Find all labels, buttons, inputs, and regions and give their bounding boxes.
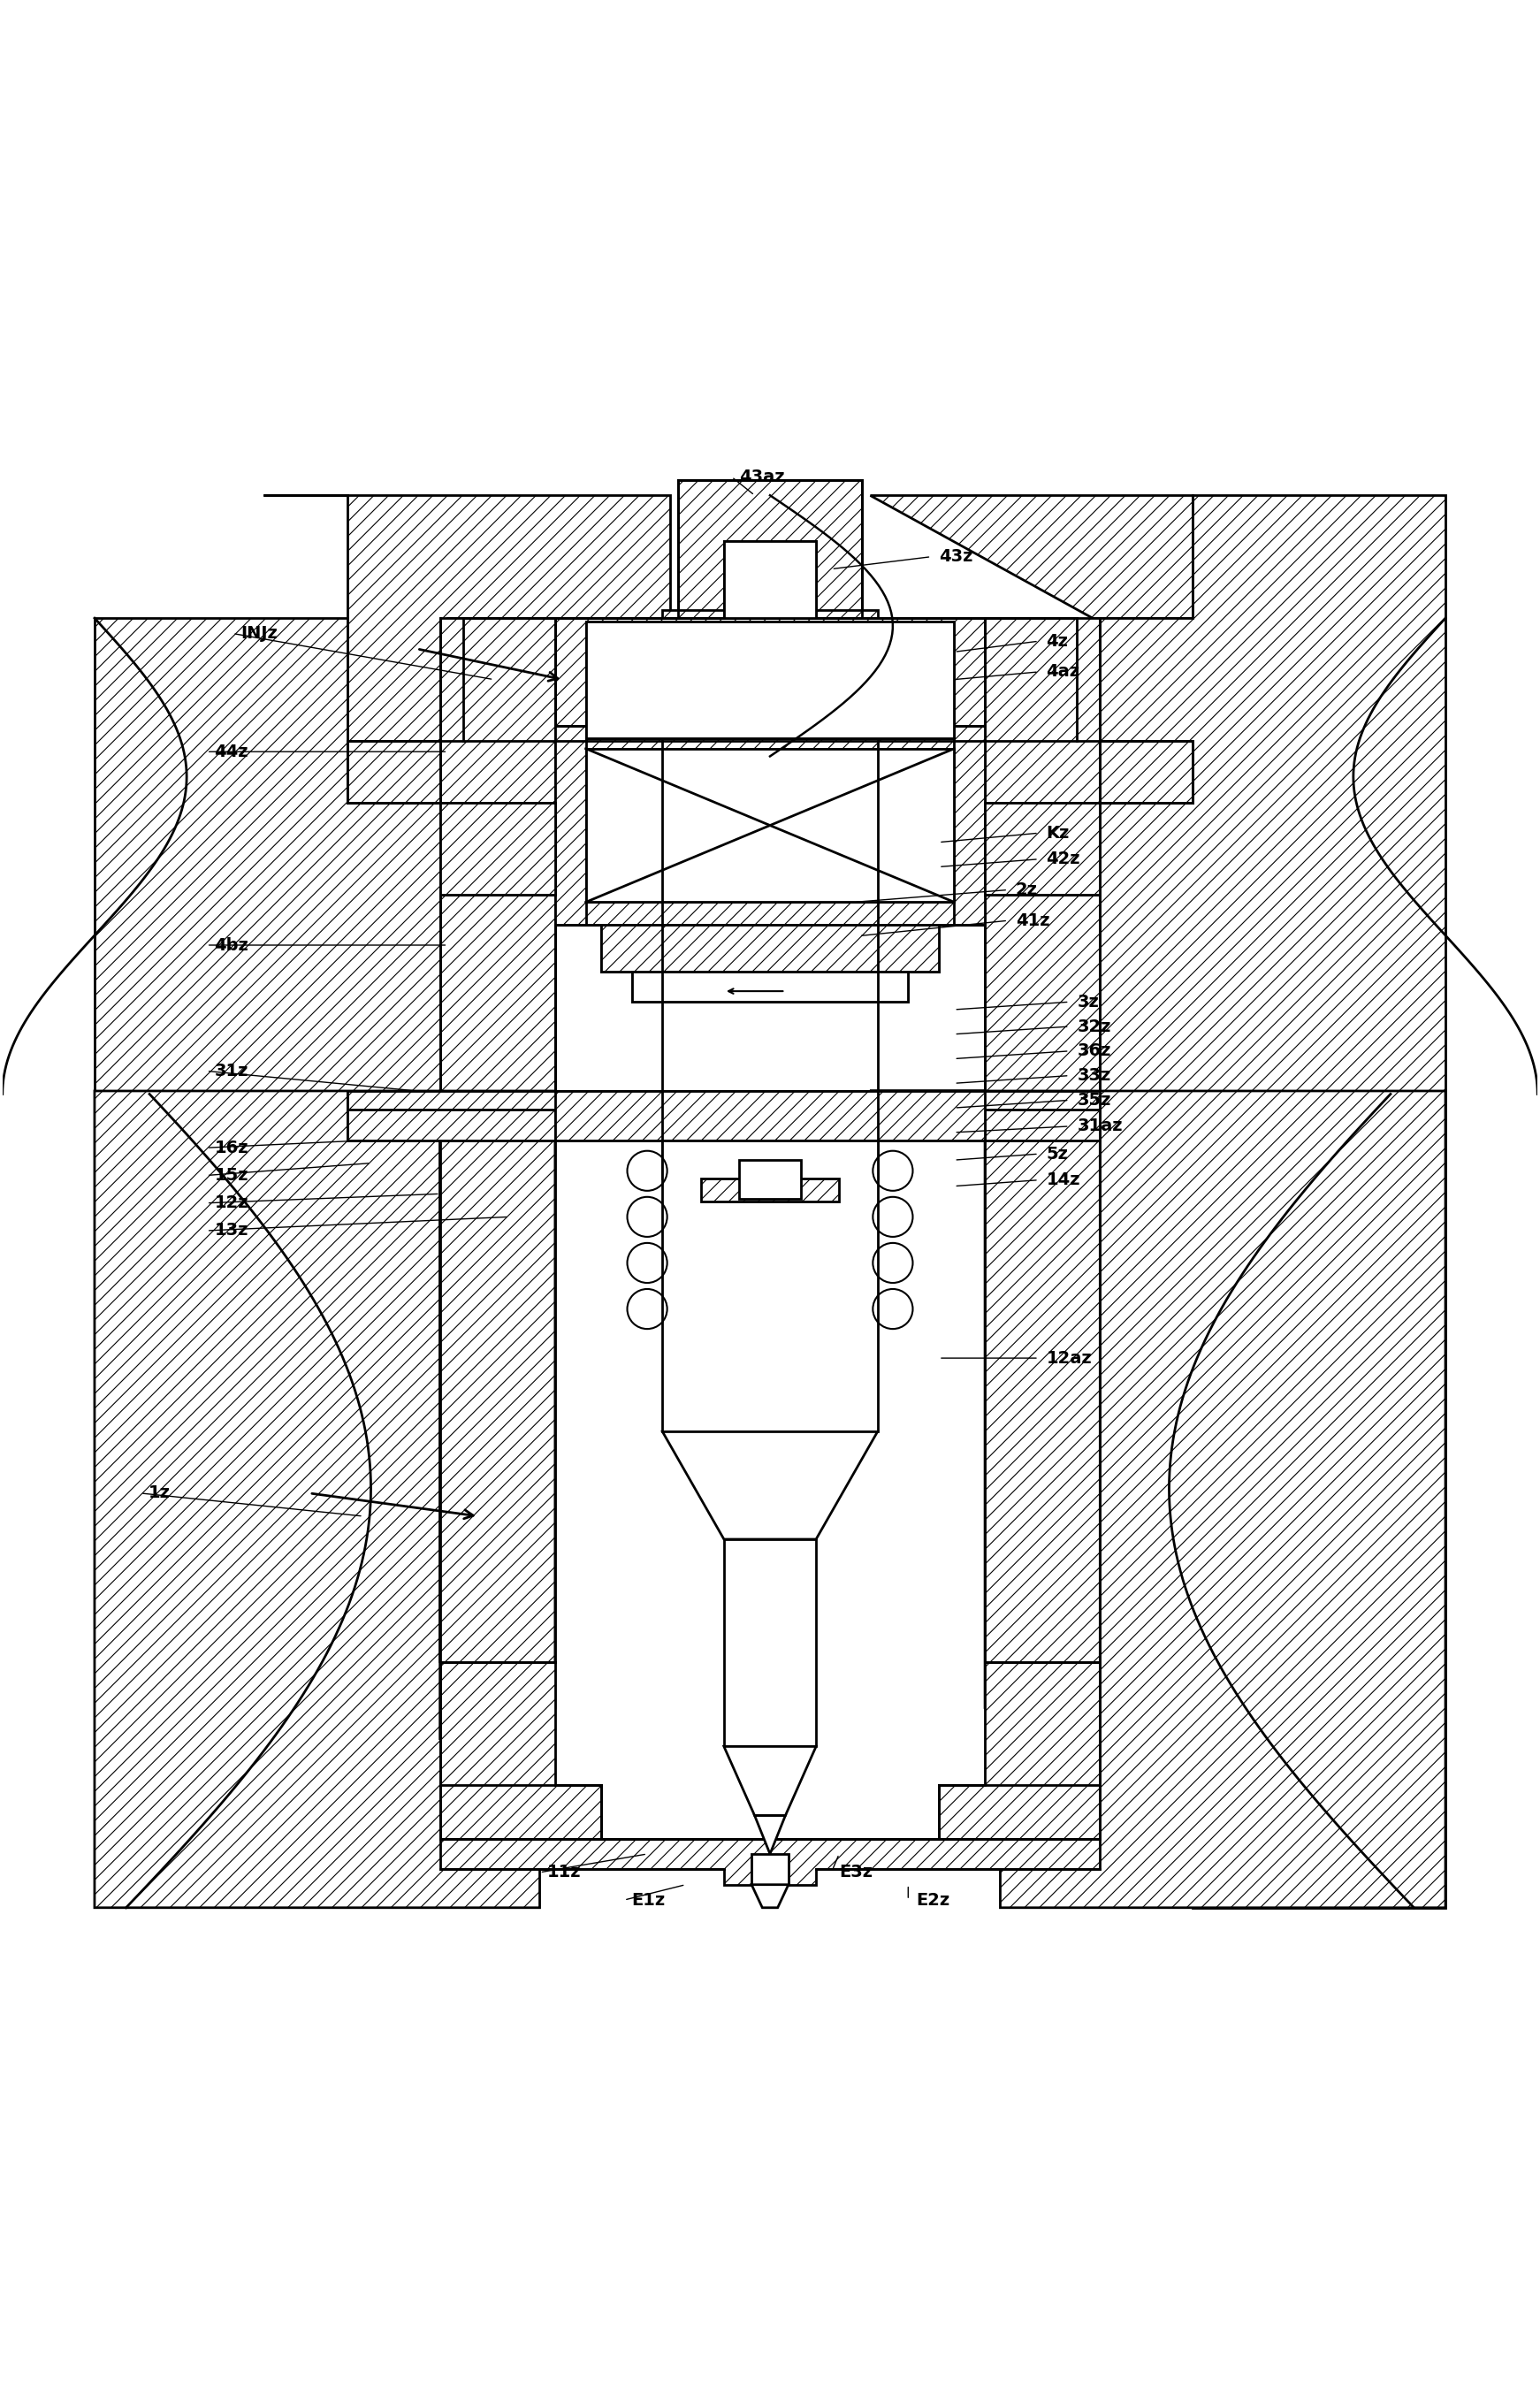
Polygon shape — [870, 1091, 1446, 1908]
Polygon shape — [662, 1139, 878, 1177]
Polygon shape — [464, 618, 1076, 740]
Text: 12z: 12z — [214, 1194, 248, 1211]
Polygon shape — [601, 925, 939, 971]
Polygon shape — [986, 1091, 1100, 1740]
Polygon shape — [986, 618, 1100, 1091]
Text: 41z: 41z — [1015, 913, 1050, 930]
Text: 31z: 31z — [214, 1062, 248, 1079]
Polygon shape — [1076, 740, 1192, 803]
Text: INJz: INJz — [240, 625, 277, 642]
Text: 14z: 14z — [1046, 1173, 1081, 1189]
Polygon shape — [662, 610, 878, 618]
Text: 42z: 42z — [1046, 851, 1081, 867]
Text: 15z: 15z — [214, 1168, 248, 1185]
Polygon shape — [554, 726, 986, 925]
Polygon shape — [440, 1663, 601, 1838]
Bar — [752, 1855, 788, 1884]
Polygon shape — [348, 1091, 1100, 1139]
Polygon shape — [440, 618, 554, 1091]
Text: 33z: 33z — [1076, 1067, 1110, 1084]
Text: 44z: 44z — [214, 743, 248, 759]
Bar — [585, 622, 955, 738]
Polygon shape — [631, 971, 909, 1002]
Text: 16z: 16z — [214, 1139, 248, 1156]
Polygon shape — [870, 495, 1192, 1091]
Text: 43az: 43az — [739, 469, 785, 485]
Text: Kz: Kz — [1046, 824, 1069, 841]
Polygon shape — [662, 1432, 878, 1540]
Text: E3z: E3z — [839, 1865, 873, 1882]
Polygon shape — [678, 481, 862, 618]
Polygon shape — [94, 1091, 539, 1908]
Polygon shape — [440, 1838, 1100, 1884]
Polygon shape — [348, 740, 464, 803]
Polygon shape — [440, 1091, 554, 1740]
Polygon shape — [554, 1091, 986, 1139]
Polygon shape — [724, 1747, 816, 1817]
Text: 36z: 36z — [1076, 1043, 1110, 1060]
Polygon shape — [755, 1817, 785, 1855]
Text: 11z: 11z — [547, 1865, 582, 1882]
Text: 2z: 2z — [1015, 882, 1038, 899]
Text: 43z: 43z — [939, 548, 973, 565]
Polygon shape — [1092, 495, 1446, 1908]
Bar — [739, 1161, 801, 1199]
Text: 3z: 3z — [1076, 992, 1100, 1009]
Polygon shape — [440, 803, 554, 894]
Polygon shape — [662, 1139, 878, 1432]
Text: 32z: 32z — [1076, 1019, 1110, 1036]
Text: 4az: 4az — [1046, 663, 1080, 680]
Polygon shape — [348, 1091, 1100, 1110]
Text: 4z: 4z — [1046, 632, 1069, 649]
Text: 1z: 1z — [148, 1485, 171, 1502]
Polygon shape — [752, 1884, 788, 1908]
Polygon shape — [986, 803, 1100, 894]
Text: 31az: 31az — [1076, 1117, 1123, 1134]
Text: 12az: 12az — [1046, 1350, 1092, 1367]
Text: 5z: 5z — [1046, 1146, 1069, 1163]
Text: E2z: E2z — [916, 1891, 950, 1908]
Text: 35z: 35z — [1076, 1091, 1110, 1108]
Bar — [585, 750, 955, 901]
Polygon shape — [263, 495, 670, 740]
Polygon shape — [94, 618, 448, 1091]
Polygon shape — [724, 1540, 816, 1747]
Polygon shape — [939, 1663, 1100, 1838]
Bar — [724, 541, 816, 618]
Text: E1z: E1z — [631, 1891, 665, 1908]
Text: 4bz: 4bz — [214, 937, 248, 954]
Text: 13z: 13z — [214, 1223, 248, 1240]
Polygon shape — [701, 1177, 839, 1202]
